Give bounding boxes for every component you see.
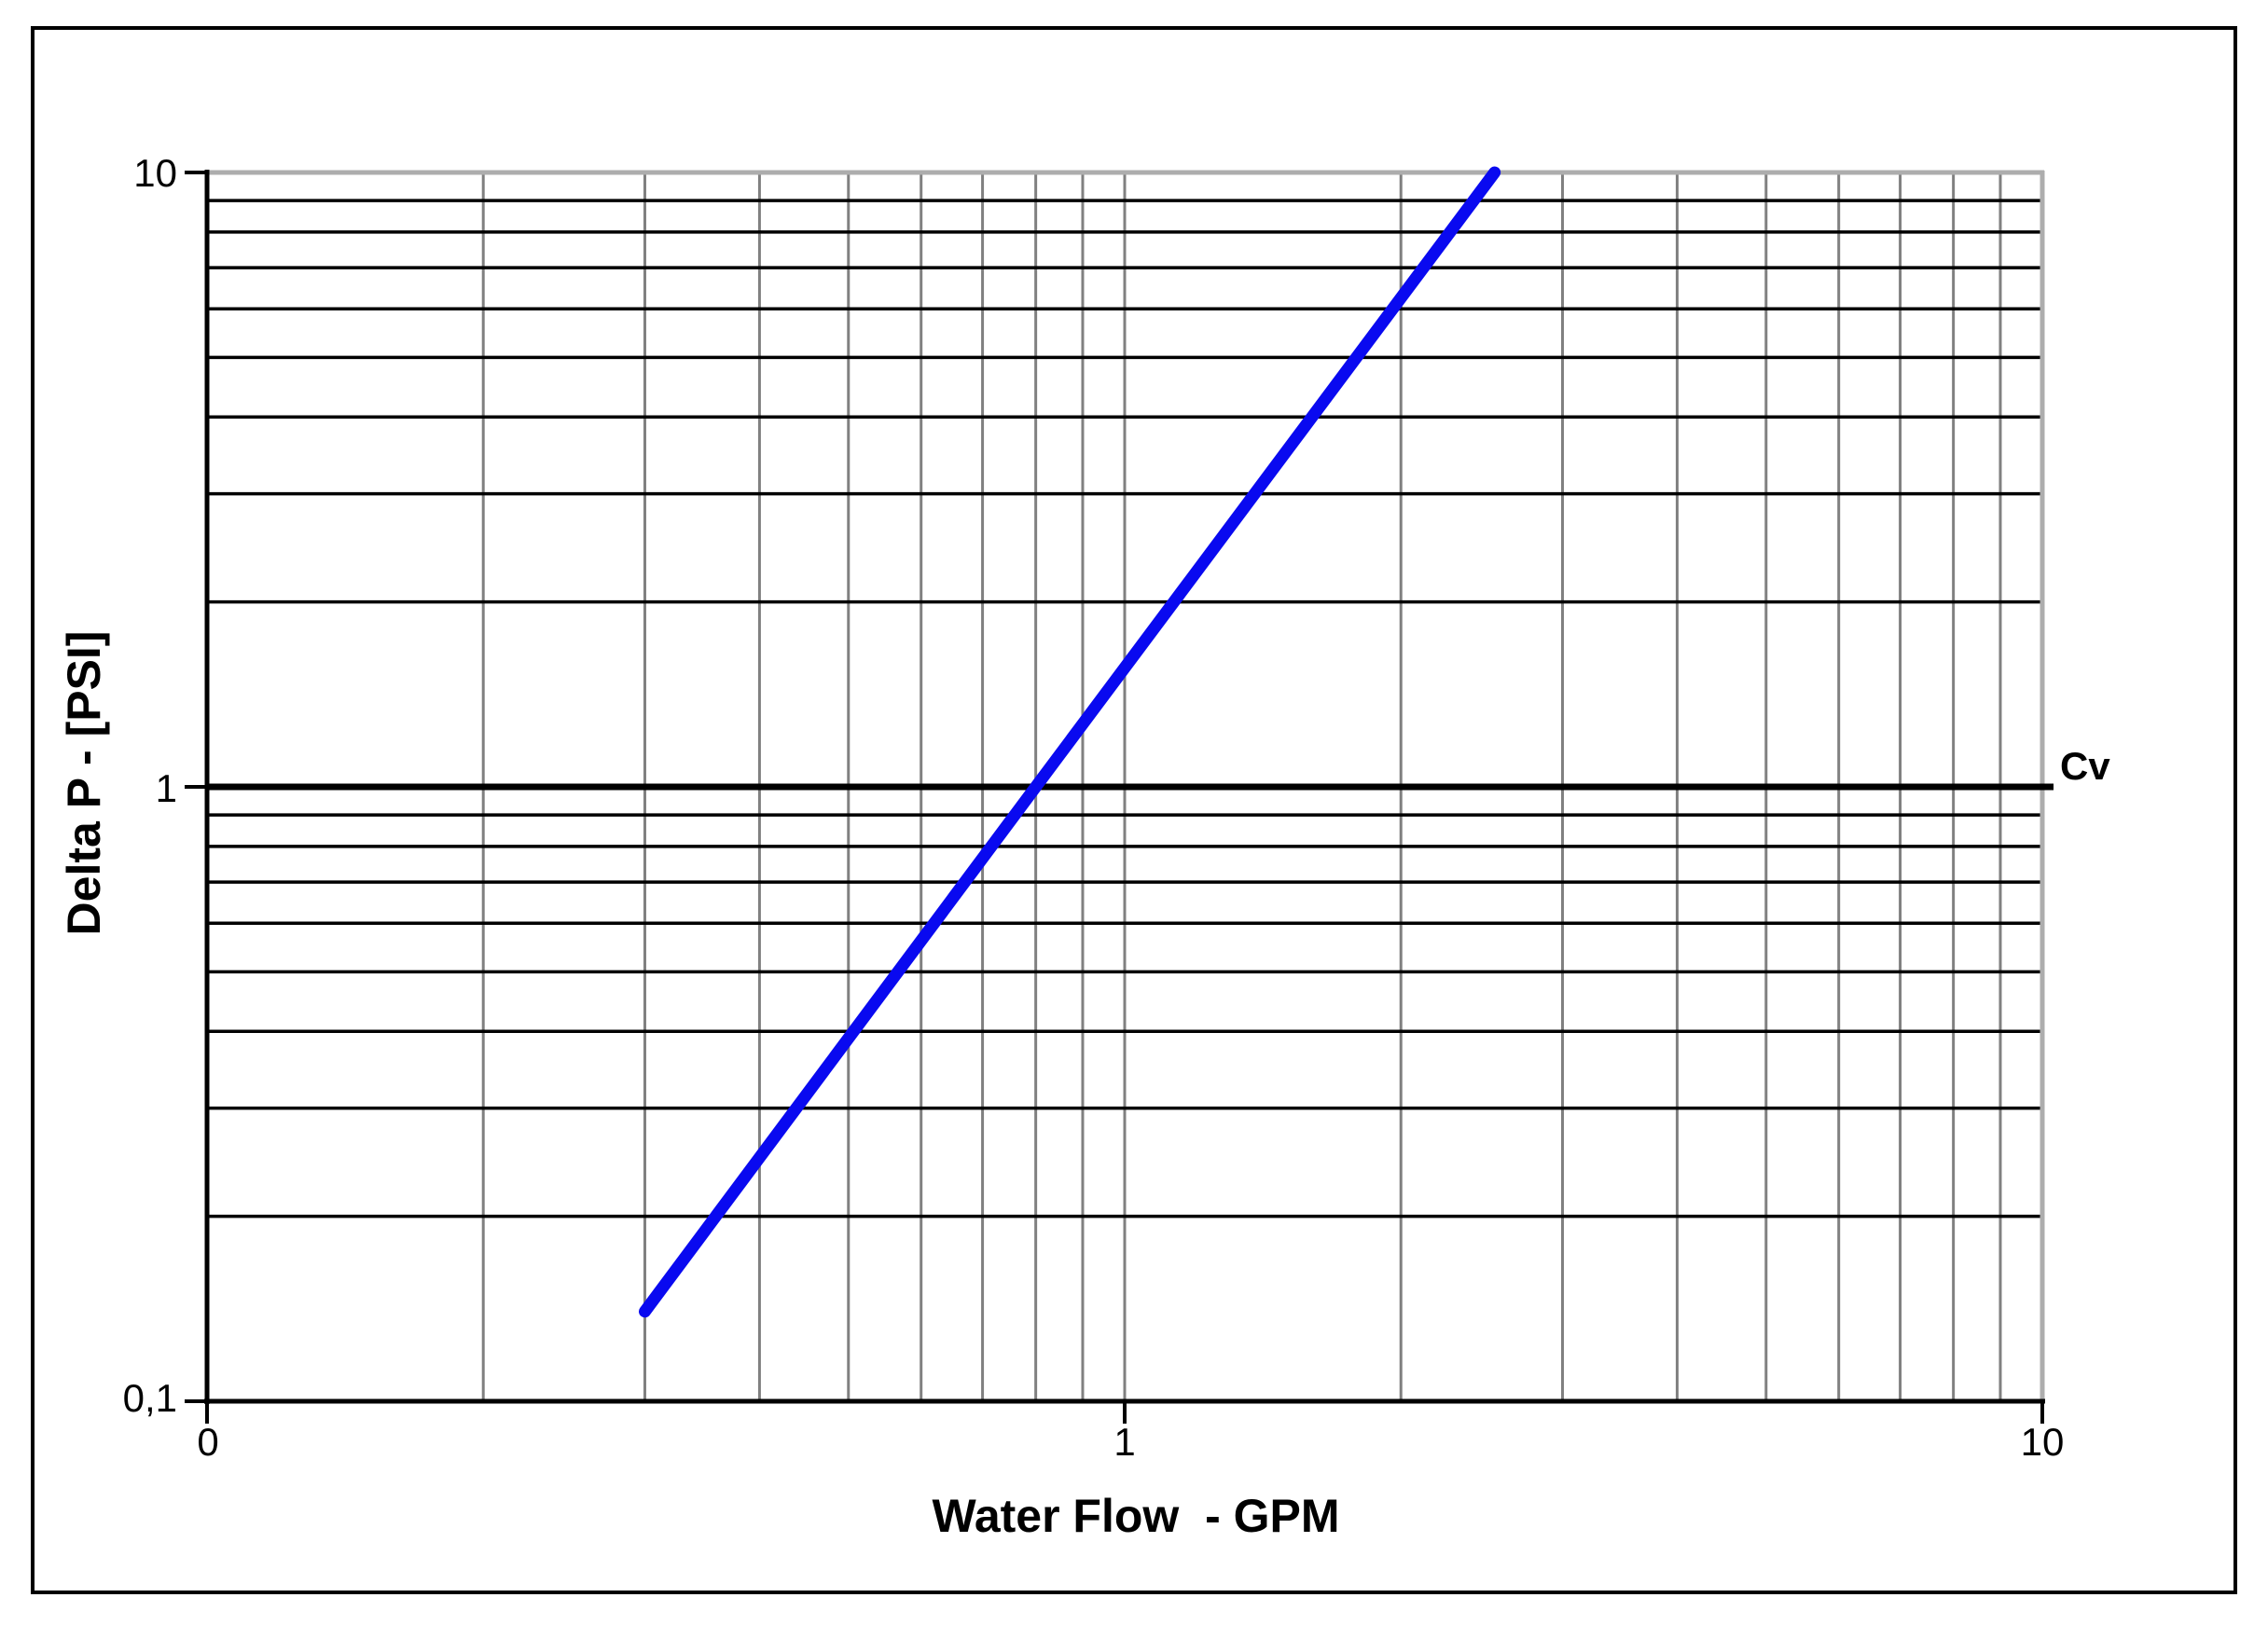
y-axis-title: Delta P - [PSI]	[58, 630, 110, 936]
x-tick-label-1: 1	[1113, 1420, 1136, 1464]
x-tick-label-10: 10	[2020, 1420, 2065, 1464]
cv-reference-label: Cv	[2060, 744, 2110, 788]
x-tick-label-0: 0	[197, 1420, 219, 1464]
x-axis-title: Water Flow - GPM	[932, 1490, 1340, 1542]
y-tick-label-0-1: 0,1	[122, 1376, 177, 1420]
outer-border	[31, 26, 2237, 1594]
valve-flow-curve	[638, 166, 1501, 1318]
y-tick-label-10: 10	[133, 151, 177, 195]
y-tick-label-1: 1	[155, 766, 177, 810]
